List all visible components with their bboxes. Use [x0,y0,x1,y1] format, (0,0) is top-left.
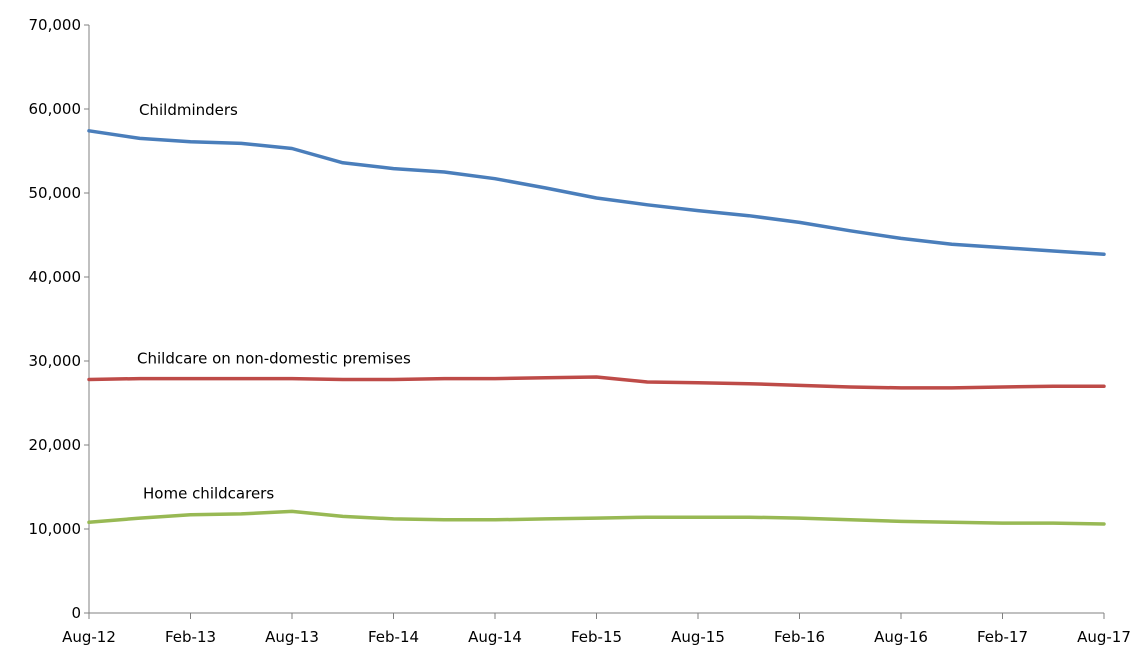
plot-area: 0 10,000 20,000 30,000 40,000 50,000 60,000 70,… [29,16,1131,646]
y-tick-label: 0 [71,604,81,622]
x-tick-label: Aug-12 [62,628,116,646]
x-tick-label: Feb-13 [165,628,216,646]
x-axis-ticks: Aug-12 Feb-13 Aug-13 Feb-14 Aug-14 Feb-15 Aug-… [62,613,1131,646]
x-tick-label: Aug-17 [1077,628,1131,646]
series-labels: Childminders Childcare on non-domestic pr… [137,101,411,502]
y-tick-label: 30,000 [29,352,82,370]
x-tick-label: Aug-13 [265,628,319,646]
x-tick-label: Feb-16 [774,628,825,646]
x-tick-label: Aug-16 [874,628,928,646]
x-tick-label: Feb-15 [571,628,622,646]
x-tick-label: Aug-14 [468,628,522,646]
series-line-home-childcarers [87,509,1106,526]
series-lines [87,129,1106,526]
x-tick-label: Aug-15 [671,628,725,646]
y-tick-label: 10,000 [29,520,82,538]
series-label: Home childcarers [143,484,274,502]
y-tick-label: 40,000 [29,268,82,286]
x-tick-label: Feb-17 [977,628,1028,646]
y-tick-label: 70,000 [29,16,82,34]
series-line-childminders [87,129,1106,257]
y-tick-label: 60,000 [29,100,82,118]
y-tick-label: 50,000 [29,184,82,202]
series-line-childcare-on-non-domestic-premises [87,375,1106,390]
series-label: Childcare on non-domestic premises [137,349,411,367]
y-axis-ticks: 0 10,000 20,000 30,000 40,000 50,000 60,000 70,… [29,16,89,622]
x-tick-label: Feb-14 [368,628,419,646]
y-tick-label: 20,000 [29,436,82,454]
series-label: Childminders [139,101,238,119]
